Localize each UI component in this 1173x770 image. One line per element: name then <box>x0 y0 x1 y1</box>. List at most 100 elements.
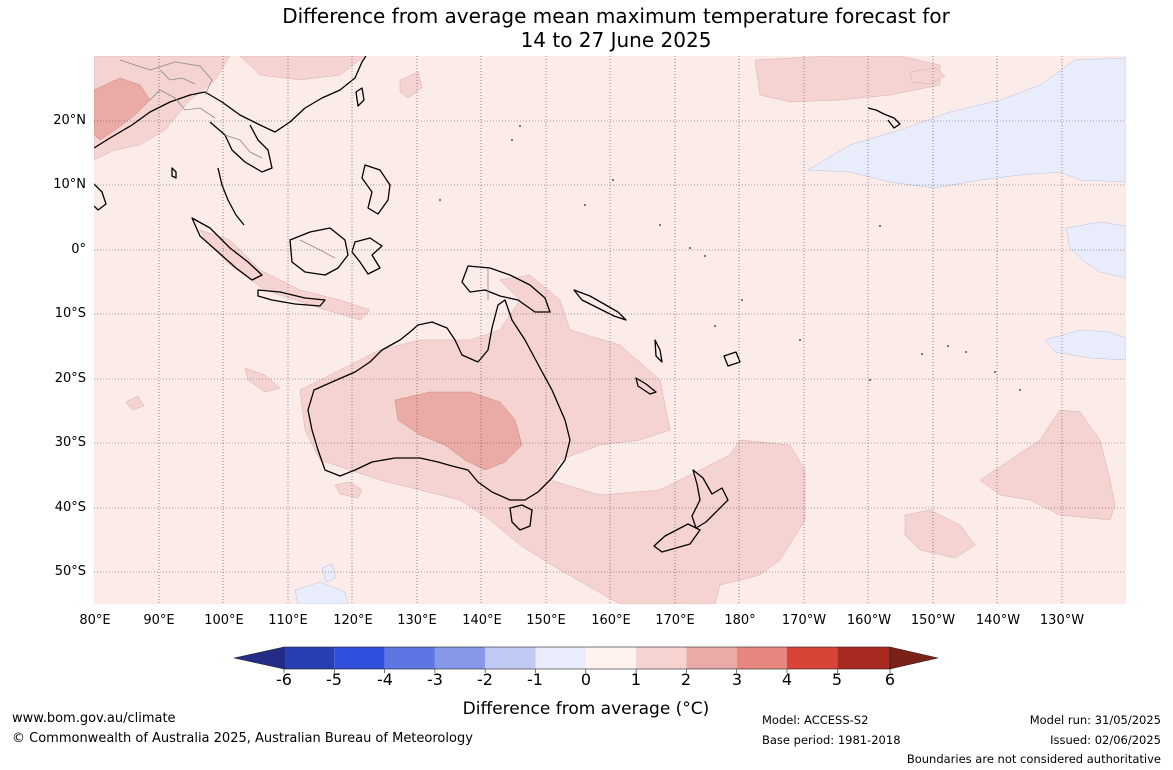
new-caledonia-coastline <box>635 377 657 395</box>
lon-label-100e: 100°E <box>204 613 244 628</box>
website-link[interactable]: www.bom.gov.au/climate <box>12 711 176 726</box>
colorbar-cell <box>585 647 637 669</box>
lon-label-180: 180° <box>724 613 756 628</box>
lon-label-170e: 170°E <box>655 613 695 628</box>
anomaly-region-south-pacific-east <box>979 409 1116 521</box>
colorbar-cell <box>485 647 536 669</box>
map-panel <box>94 56 1126 604</box>
colorbar-tick-label: -2 <box>477 670 493 689</box>
colorbar-cell <box>284 647 335 669</box>
colorbar-cell-below-min <box>233 646 285 670</box>
colorbar-tick-label: -5 <box>326 670 342 689</box>
lat-label-50s: 50°S <box>54 564 86 579</box>
lon-label-130e: 130°E <box>397 613 437 628</box>
java-coastline <box>257 289 326 307</box>
new-zealand-south-coastline <box>653 523 701 553</box>
solomon-islands-coastline <box>573 289 627 321</box>
issued-date: Issued: 02/06/2025 <box>1050 733 1161 747</box>
borneo-coastline <box>289 227 349 276</box>
tasmania-coastline <box>509 504 533 531</box>
colorbar-cell <box>334 647 385 669</box>
lon-label-170w: 170°W <box>781 613 827 628</box>
island-specks <box>439 125 1021 391</box>
anomaly-region-south-pacific-cool <box>1044 329 1126 361</box>
coastlines <box>94 56 901 553</box>
lon-label-140w: 140°W <box>975 613 1021 628</box>
colorbar-tick-label: 1 <box>630 670 642 689</box>
colorbar-tick-label: 5 <box>831 670 843 689</box>
asia-mainland-coastline <box>94 56 367 149</box>
lon-label-90e: 90°E <box>143 613 175 628</box>
philippines-coastline <box>361 164 391 215</box>
lon-label-160w: 160°W <box>846 613 892 628</box>
lat-label-0: 0° <box>71 242 86 257</box>
colorbar-cell <box>636 647 687 669</box>
anomaly-shading-1-2 <box>94 56 1116 604</box>
colorbar-cell <box>384 647 435 669</box>
indochina-coastline <box>209 121 273 173</box>
lat-label-10n: 10°N <box>53 177 86 192</box>
model-run-date: Model run: 31/05/2025 <box>1029 713 1161 727</box>
taiwan-coastline <box>355 87 365 107</box>
sumatra-coastline <box>191 217 263 281</box>
india-tip-coastline <box>94 183 107 211</box>
sri-lanka-coastline <box>171 167 177 179</box>
copyright-text: © Commonwealth of Australia 2025, Austra… <box>12 731 473 746</box>
lon-label-110e: 110°E <box>268 613 308 628</box>
map-title: Difference from average mean maximum tem… <box>0 4 1173 52</box>
anomaly-region-southern-ocean-cool <box>294 581 349 604</box>
anomaly-region-small-4 <box>399 71 423 99</box>
anomaly-region-maritime <box>199 229 371 321</box>
model-name: Model: ACCESS-S2 <box>762 713 869 727</box>
base-period: Base period: 1981-2018 <box>762 733 901 747</box>
colorbar-tick-label: 3 <box>731 670 743 689</box>
map-title-line2: 14 to 27 June 2025 <box>520 28 712 52</box>
lat-label-20s: 20°S <box>54 371 86 386</box>
vanuatu-coastline <box>654 339 663 363</box>
lon-label-140e: 140°E <box>462 613 502 628</box>
new-zealand-north-coastline <box>691 469 729 529</box>
colorbar-cell <box>686 647 737 669</box>
colorbar-outline <box>283 646 891 670</box>
lon-label-80e: 80°E <box>79 613 111 628</box>
colorbar-tick-label: -1 <box>527 670 543 689</box>
colorbar-cell <box>837 647 890 669</box>
hawaii-coastline <box>867 107 901 129</box>
lon-label-120e: 120°E <box>333 613 373 628</box>
anomaly-region-central-australia <box>394 391 523 471</box>
lat-label-20n: 20°N <box>53 113 86 128</box>
anomaly-shading-neg <box>294 57 1126 604</box>
colorbar-tick-label: -6 <box>276 670 292 689</box>
anomaly-region-china-coast <box>239 56 366 81</box>
lon-label-160e: 160°E <box>591 613 631 628</box>
colorbar-cell <box>787 647 838 669</box>
anomaly-region-small-3 <box>125 395 145 411</box>
colorbar-title: Difference from average (°C) <box>462 699 710 719</box>
colorbar-tick-label: 4 <box>781 670 793 689</box>
lat-label-30s: 30°S <box>54 435 86 450</box>
colorbar-cell <box>434 647 486 669</box>
anomaly-region-small-5 <box>334 481 363 499</box>
lon-label-150e: 150°E <box>526 613 566 628</box>
gridlines <box>94 56 1126 604</box>
anomaly-region-australia <box>299 274 806 604</box>
colorbar <box>233 646 939 673</box>
lat-label-40s: 40°S <box>54 500 86 515</box>
colorbar-tick-label: -3 <box>427 670 443 689</box>
anomaly-region-south-pacific-mid <box>904 509 976 559</box>
australia-coastline <box>307 299 571 501</box>
anomaly-region-small-2 <box>244 367 281 393</box>
boundaries-disclaimer: Boundaries are not considered authoritat… <box>906 752 1161 766</box>
anomaly-shading-2-3 <box>94 77 523 471</box>
colorbar-cell <box>736 647 787 669</box>
anomaly-region-india-strong <box>94 77 151 141</box>
colorbar-tick-label: -4 <box>377 670 393 689</box>
lon-label-130w: 130°W <box>1039 613 1085 628</box>
anomaly-region-north-pacific <box>754 56 941 103</box>
malay-peninsula-coastline <box>217 167 245 226</box>
lat-label-10s: 10°S <box>54 306 86 321</box>
anomaly-region-north-pacific-cool <box>807 57 1126 189</box>
colorbar-tick-label: 6 <box>884 670 896 689</box>
colorbar-cell <box>535 647 586 669</box>
